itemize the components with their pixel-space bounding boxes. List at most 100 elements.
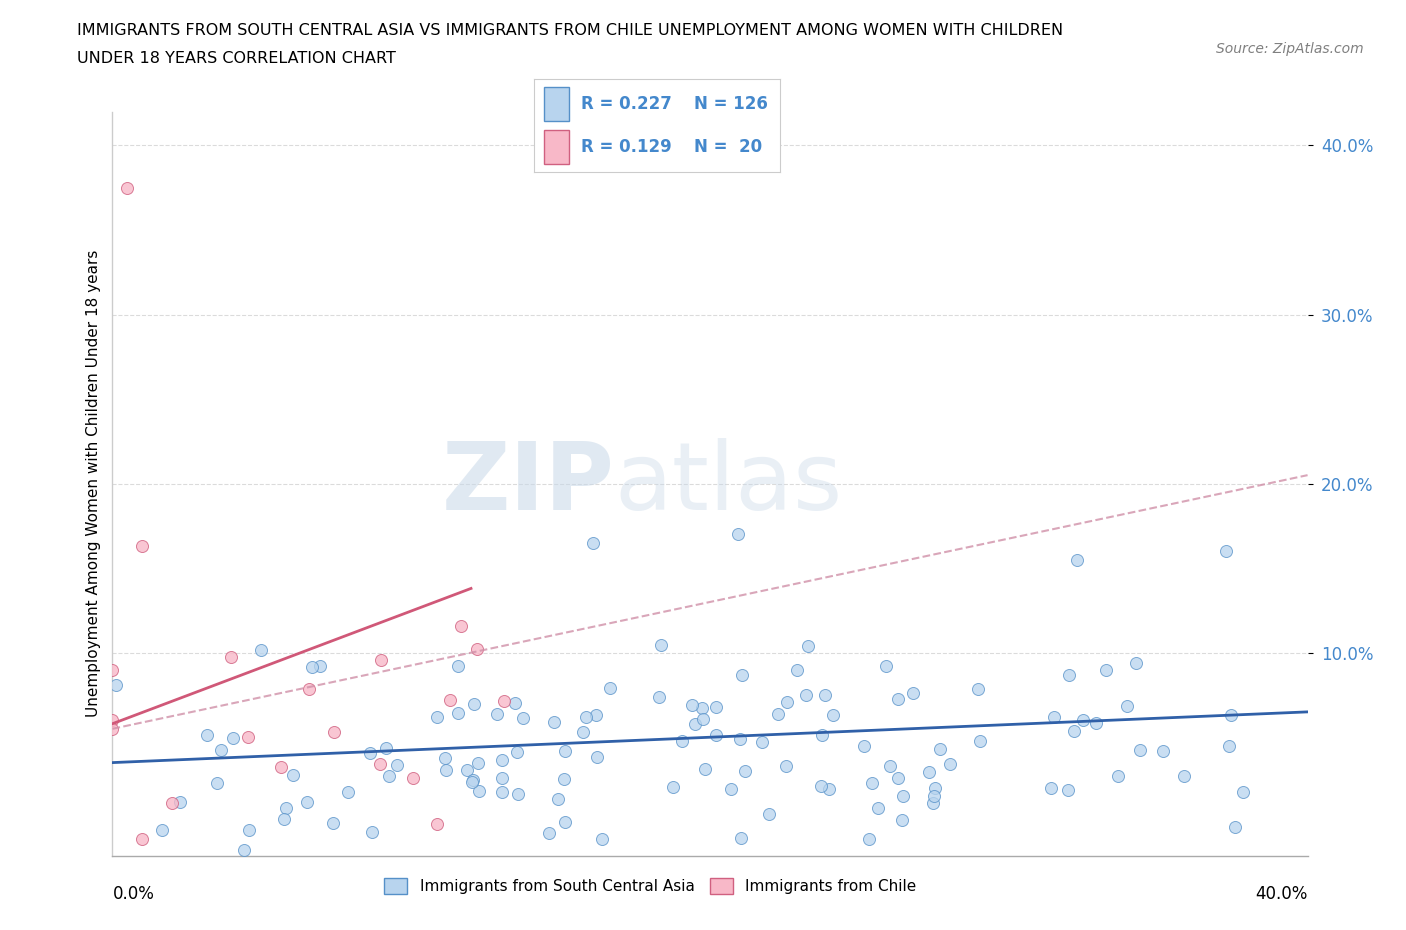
Point <box>1173 769 1195 784</box>
Point <box>322 724 344 739</box>
Point <box>491 752 513 767</box>
Point <box>922 788 945 803</box>
Point <box>195 727 218 742</box>
Point <box>593 879 616 894</box>
Point <box>924 780 946 795</box>
Point <box>810 778 832 793</box>
Point <box>273 812 295 827</box>
Point <box>150 822 173 837</box>
Point <box>508 787 530 802</box>
Point <box>1115 698 1137 713</box>
Point <box>887 691 910 706</box>
Point <box>553 772 575 787</box>
Point <box>467 755 489 770</box>
FancyBboxPatch shape <box>544 130 568 164</box>
Text: ZIP: ZIP <box>441 438 614 529</box>
Point <box>967 682 990 697</box>
Point <box>1215 544 1237 559</box>
Point <box>117 180 139 195</box>
Point <box>503 696 526 711</box>
Point <box>662 779 685 794</box>
Point <box>720 782 742 797</box>
Point <box>554 814 576 829</box>
Point <box>858 831 880 846</box>
Point <box>969 734 991 749</box>
Point <box>786 662 808 677</box>
Point <box>447 659 470 674</box>
Point <box>378 768 401 783</box>
Point <box>728 732 751 747</box>
Point <box>1129 742 1152 757</box>
Point <box>219 650 242 665</box>
Point <box>860 776 883 790</box>
Point <box>512 711 534 725</box>
Point <box>647 689 669 704</box>
Point <box>238 823 260 838</box>
Point <box>236 730 259 745</box>
Point <box>543 714 565 729</box>
Point <box>322 815 344 830</box>
Point <box>505 745 527 760</box>
Point <box>232 843 254 857</box>
Point <box>301 659 323 674</box>
Point <box>101 713 124 728</box>
Point <box>402 770 425 785</box>
Point <box>222 731 245 746</box>
Point <box>205 776 228 790</box>
Point <box>681 698 703 712</box>
Point <box>794 688 817 703</box>
Text: UNDER 18 YEARS CORRELATION CHART: UNDER 18 YEARS CORRELATION CHART <box>77 51 396 66</box>
Point <box>447 706 470 721</box>
Point <box>491 785 513 800</box>
Point <box>731 668 754 683</box>
Point <box>734 764 756 778</box>
Point <box>491 771 513 786</box>
Point <box>1057 667 1080 682</box>
Text: 40.0%: 40.0% <box>1256 885 1308 903</box>
Point <box>1085 716 1108 731</box>
Point <box>295 795 318 810</box>
Text: atlas: atlas <box>614 438 842 529</box>
Point <box>1057 782 1080 797</box>
Point <box>921 795 943 810</box>
Point <box>450 619 472 634</box>
Point <box>797 639 820 654</box>
Point <box>360 824 382 839</box>
Point <box>370 652 392 667</box>
Point <box>818 781 841 796</box>
Point <box>298 682 321 697</box>
Point <box>585 708 607 723</box>
Point <box>494 694 516 709</box>
Point <box>456 763 478 777</box>
Point <box>727 527 749 542</box>
Point <box>439 693 461 708</box>
Point <box>1063 724 1085 738</box>
Point <box>1095 662 1118 677</box>
Point <box>918 764 941 779</box>
Point <box>852 738 875 753</box>
Point <box>169 795 191 810</box>
Point <box>485 707 508 722</box>
Point <box>101 662 124 677</box>
Point <box>751 735 773 750</box>
Point <box>1043 710 1066 724</box>
Point <box>575 710 598 724</box>
Point <box>692 711 714 726</box>
Point <box>671 734 693 749</box>
Point <box>434 762 457 777</box>
Point <box>1152 743 1174 758</box>
Point <box>1218 739 1240 754</box>
Point <box>879 759 901 774</box>
Point <box>875 658 897 673</box>
Point <box>730 830 752 845</box>
Point <box>308 658 330 673</box>
Point <box>868 801 890 816</box>
Point <box>683 717 706 732</box>
Text: 0.0%: 0.0% <box>112 885 155 903</box>
Point <box>704 699 727 714</box>
Text: IMMIGRANTS FROM SOUTH CENTRAL ASIA VS IMMIGRANTS FROM CHILE UNEMPLOYMENT AMONG W: IMMIGRANTS FROM SOUTH CENTRAL ASIA VS IM… <box>77 23 1063 38</box>
Point <box>585 750 607 764</box>
Point <box>776 695 799 710</box>
Point <box>1039 781 1062 796</box>
Point <box>766 707 789 722</box>
